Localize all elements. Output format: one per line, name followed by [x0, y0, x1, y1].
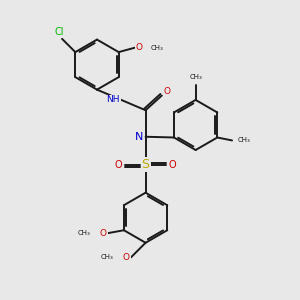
Text: O: O	[136, 43, 143, 52]
Text: CH₃: CH₃	[150, 45, 163, 51]
Text: CH₃: CH₃	[237, 137, 250, 143]
Text: O: O	[123, 253, 130, 262]
Text: Cl: Cl	[55, 27, 64, 38]
Text: CH₃: CH₃	[77, 230, 90, 236]
Text: S: S	[142, 158, 150, 171]
Text: CH₃: CH₃	[100, 254, 113, 260]
Text: NH: NH	[106, 95, 120, 104]
Text: CH₃: CH₃	[189, 74, 202, 80]
Text: O: O	[164, 87, 171, 96]
Text: O: O	[100, 229, 107, 238]
Text: O: O	[115, 160, 122, 170]
Text: O: O	[169, 160, 176, 170]
Text: N: N	[135, 132, 143, 142]
